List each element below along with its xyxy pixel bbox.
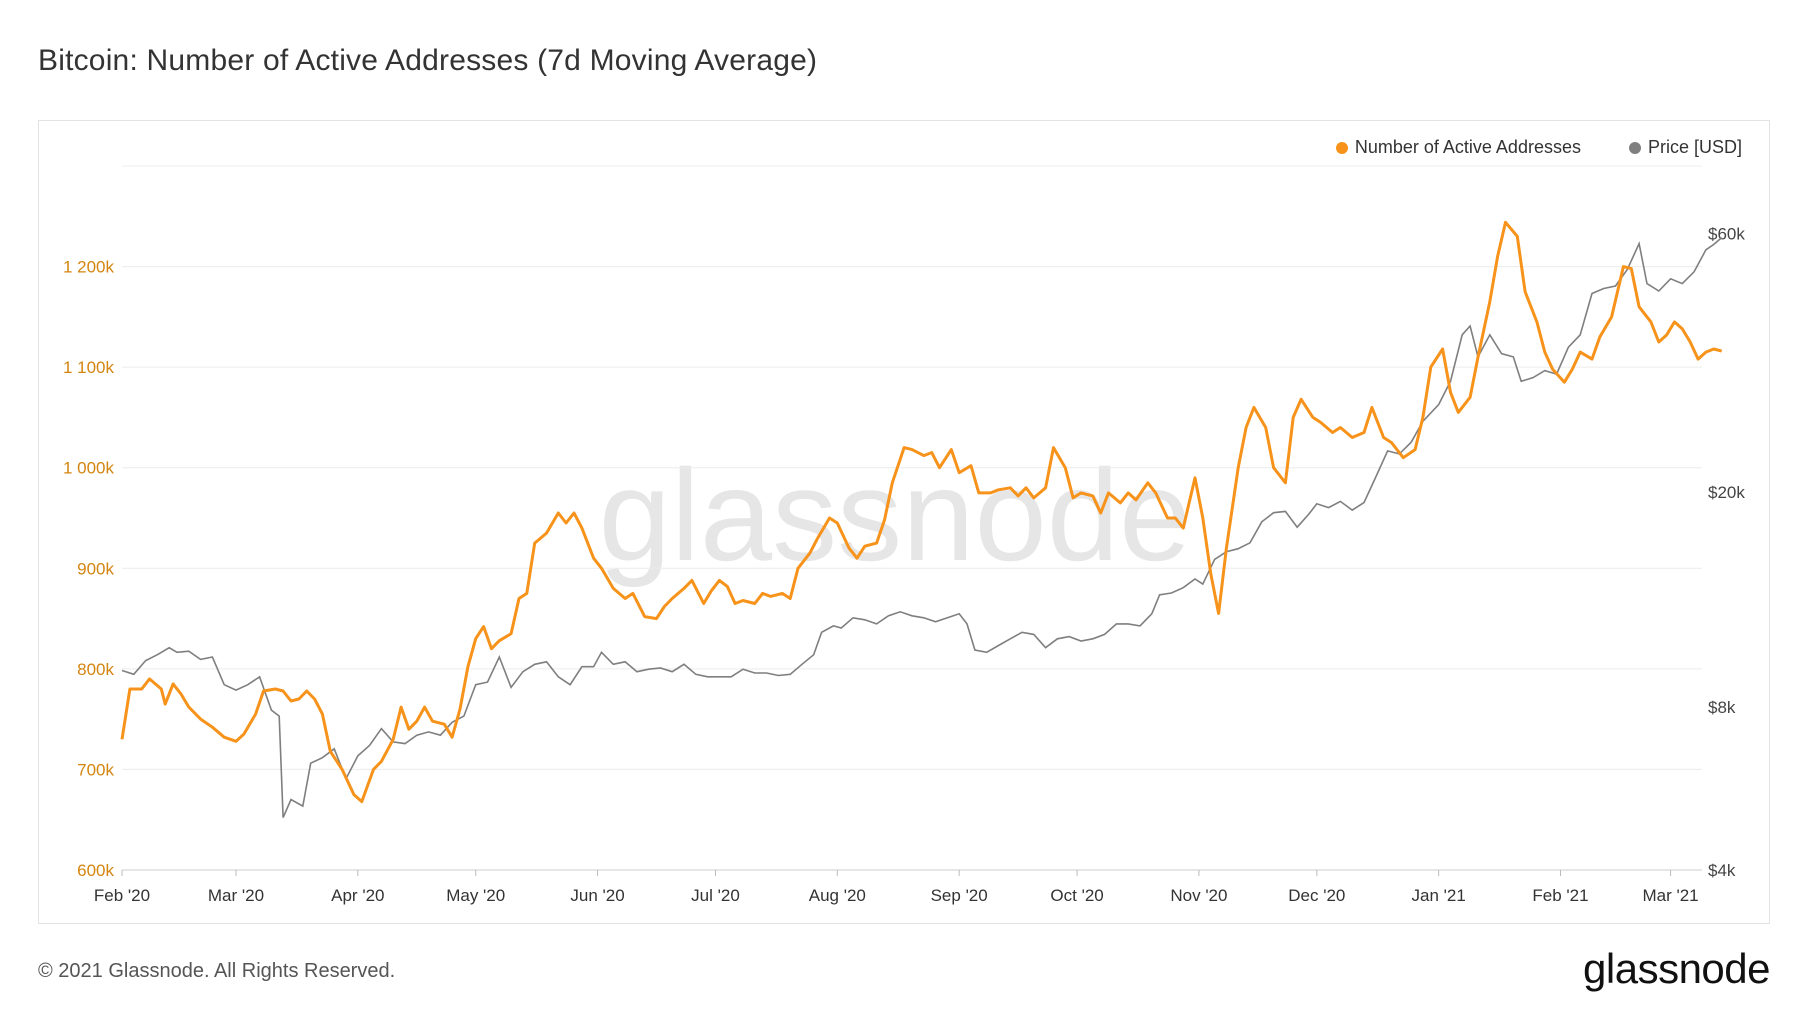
y-right-tick-label: $8k xyxy=(1708,698,1736,717)
y-right-tick-label: $60k xyxy=(1708,225,1745,244)
y-left-tick-label: 600k xyxy=(77,861,114,880)
legend-label-addresses: Number of Active Addresses xyxy=(1354,137,1581,157)
x-tick-label: Jan '21 xyxy=(1412,886,1466,905)
x-tick-label: Mar '21 xyxy=(1642,886,1698,905)
y-left-tick-label: 1 000k xyxy=(63,459,115,478)
watermark: glassnode xyxy=(599,442,1192,588)
copyright-footer: © 2021 Glassnode. All Rights Reserved. xyxy=(38,960,396,982)
y-left-tick-label: 900k xyxy=(77,559,114,578)
legend-item-price[interactable]: Price [USD] xyxy=(1628,137,1742,158)
legend-label-price: Price [USD] xyxy=(1647,137,1742,157)
x-tick-label: Feb '20 xyxy=(94,886,150,905)
y-right-tick-label: $20k xyxy=(1708,483,1745,502)
y-left-tick-label: 800k xyxy=(77,660,114,679)
x-tick-label: Aug '20 xyxy=(809,886,866,905)
x-tick-label: Feb '21 xyxy=(1532,886,1588,905)
x-tick-label: Mar '20 xyxy=(208,886,264,905)
x-tick-label: Sep '20 xyxy=(931,886,988,905)
y-left-tick-label: 1 100k xyxy=(63,358,115,377)
price-dot-icon xyxy=(1628,141,1641,154)
y-left-tick-label: 700k xyxy=(77,760,114,779)
y-right-tick-label: $4k xyxy=(1708,861,1736,880)
x-tick-label: Jun '20 xyxy=(570,886,624,905)
addresses-dot-icon xyxy=(1335,141,1348,154)
chart-title: Bitcoin: Number of Active Addresses (7d … xyxy=(38,44,818,77)
legend: Number of Active Addresses Price [USD] xyxy=(1335,137,1742,158)
x-tick-label: Nov '20 xyxy=(1170,886,1227,905)
x-tick-label: Dec '20 xyxy=(1288,886,1345,905)
active-addresses-series-line xyxy=(120,220,1723,804)
x-tick-label: Apr '20 xyxy=(331,886,384,905)
x-tick-label: Jul '20 xyxy=(691,886,740,905)
glassnode-logo: glassnode xyxy=(1583,945,1770,992)
x-tick-label: May '20 xyxy=(446,886,505,905)
legend-item-addresses[interactable]: Number of Active Addresses xyxy=(1335,137,1581,158)
chart-frame xyxy=(38,120,1770,924)
x-tick-label: Oct '20 xyxy=(1050,886,1103,905)
price-series-line xyxy=(121,236,1723,818)
y-left-tick-label: 1 200k xyxy=(63,258,115,277)
